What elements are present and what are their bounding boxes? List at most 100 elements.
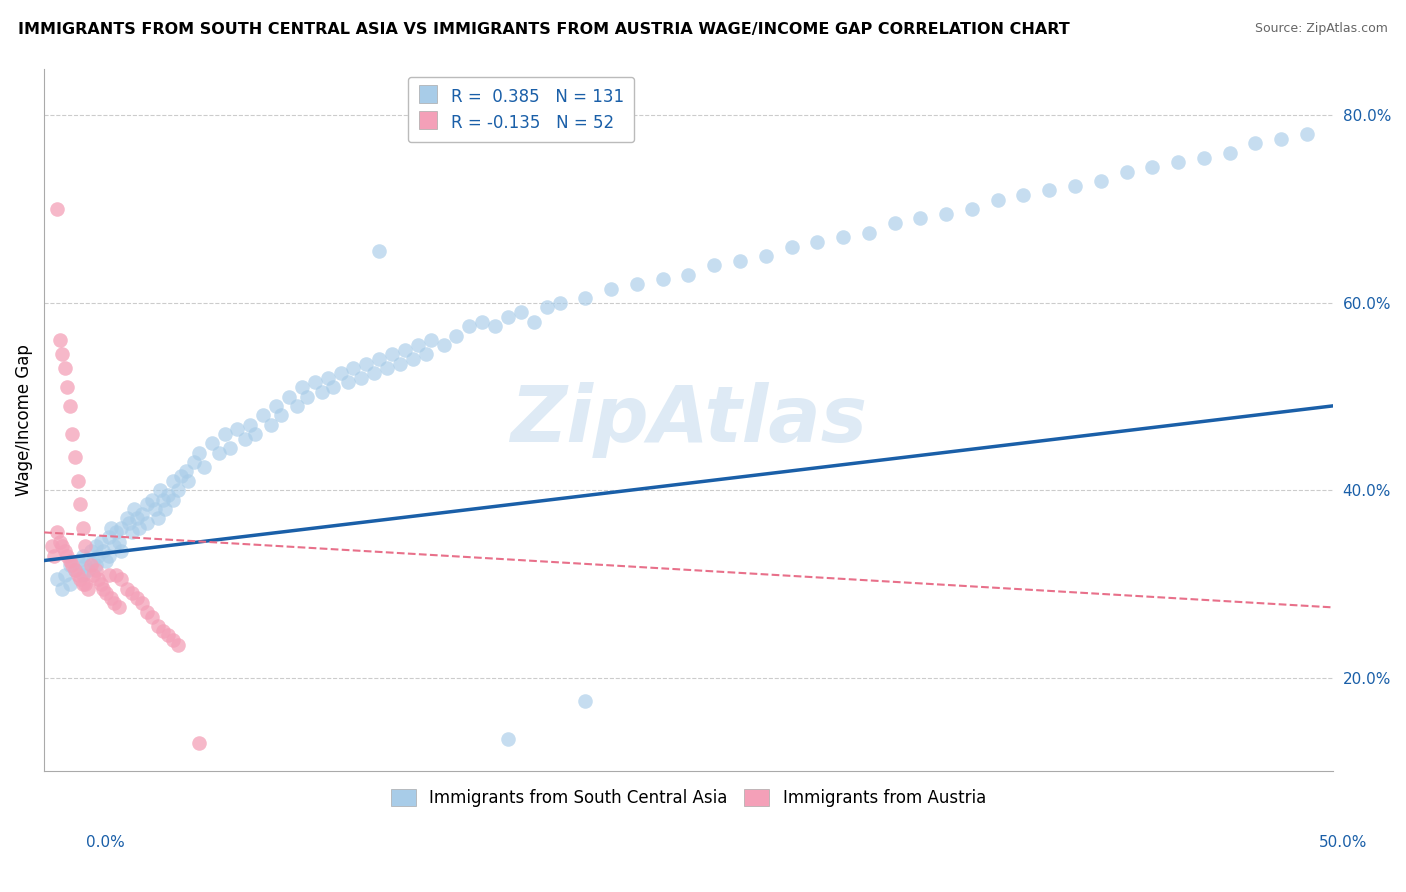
Point <box>149 483 172 498</box>
Point <box>103 540 125 554</box>
Point <box>1244 136 1267 151</box>
Point <box>363 366 385 380</box>
Point <box>97 567 120 582</box>
Point <box>935 207 957 221</box>
Point <box>94 553 117 567</box>
Point <box>600 282 623 296</box>
Point <box>56 380 79 394</box>
Point <box>987 193 1010 207</box>
Legend: Immigrants from South Central Asia, Immigrants from Austria: Immigrants from South Central Asia, Immi… <box>382 780 994 816</box>
Point <box>125 511 148 525</box>
Point <box>394 343 416 357</box>
Point <box>183 455 205 469</box>
Point <box>832 230 855 244</box>
Point <box>66 567 89 582</box>
Point <box>406 338 429 352</box>
Point <box>63 563 86 577</box>
Point <box>77 563 100 577</box>
Point <box>536 301 558 315</box>
Point <box>304 376 326 390</box>
Point <box>350 371 373 385</box>
Point <box>162 492 184 507</box>
Point <box>233 432 256 446</box>
Point <box>100 521 122 535</box>
Point <box>1115 164 1137 178</box>
Point <box>883 216 905 230</box>
Point <box>93 544 115 558</box>
Point <box>110 521 132 535</box>
Point <box>509 305 531 319</box>
Text: Source: ZipAtlas.com: Source: ZipAtlas.com <box>1254 22 1388 36</box>
Point <box>322 380 344 394</box>
Point <box>910 211 932 226</box>
Point <box>155 502 177 516</box>
Point <box>146 511 169 525</box>
Point <box>239 417 262 432</box>
Point <box>208 446 231 460</box>
Point <box>342 361 364 376</box>
Point <box>75 558 97 573</box>
Point <box>59 577 82 591</box>
Text: ZipAtlas: ZipAtlas <box>510 382 868 458</box>
Point <box>84 540 107 554</box>
Point <box>270 409 292 423</box>
Point <box>368 244 391 259</box>
Point <box>1192 151 1215 165</box>
Point <box>53 567 76 582</box>
Point <box>69 497 91 511</box>
Point <box>278 390 301 404</box>
Point <box>193 459 215 474</box>
Point <box>59 558 82 573</box>
Point <box>143 502 166 516</box>
Point <box>252 409 274 423</box>
Y-axis label: Wage/Income Gap: Wage/Income Gap <box>15 344 32 496</box>
Text: 50.0%: 50.0% <box>1319 836 1367 850</box>
Point <box>72 567 94 582</box>
Point <box>136 605 159 619</box>
Point <box>187 446 209 460</box>
Point <box>356 357 378 371</box>
Point <box>780 239 803 253</box>
Point <box>141 492 163 507</box>
Point <box>59 399 82 413</box>
Point <box>651 272 673 286</box>
Point <box>381 347 404 361</box>
Point <box>1142 160 1164 174</box>
Point <box>574 291 596 305</box>
Point <box>167 483 190 498</box>
Point <box>103 596 125 610</box>
Point <box>108 534 131 549</box>
Point <box>44 549 66 563</box>
Point <box>125 591 148 605</box>
Text: IMMIGRANTS FROM SOUTH CENTRAL ASIA VS IMMIGRANTS FROM AUSTRIA WAGE/INCOME GAP CO: IMMIGRANTS FROM SOUTH CENTRAL ASIA VS IM… <box>18 22 1070 37</box>
Point <box>66 474 89 488</box>
Point <box>48 534 70 549</box>
Point <box>63 563 86 577</box>
Point <box>177 474 200 488</box>
Point <box>1038 183 1060 197</box>
Point <box>72 577 94 591</box>
Point <box>214 427 236 442</box>
Point <box>62 558 84 573</box>
Point <box>187 736 209 750</box>
Point <box>415 347 437 361</box>
Point <box>388 357 411 371</box>
Point <box>110 544 132 558</box>
Point <box>245 427 267 442</box>
Point <box>82 553 104 567</box>
Point <box>115 511 138 525</box>
Point <box>136 497 159 511</box>
Point <box>46 525 69 540</box>
Point <box>51 540 73 554</box>
Point <box>806 235 828 249</box>
Point <box>755 249 778 263</box>
Point <box>316 371 339 385</box>
Point <box>574 694 596 708</box>
Point <box>218 441 240 455</box>
Point <box>87 549 110 563</box>
Point <box>1167 155 1189 169</box>
Point <box>79 544 101 558</box>
Point <box>419 333 441 347</box>
Point <box>858 226 880 240</box>
Point <box>548 295 571 310</box>
